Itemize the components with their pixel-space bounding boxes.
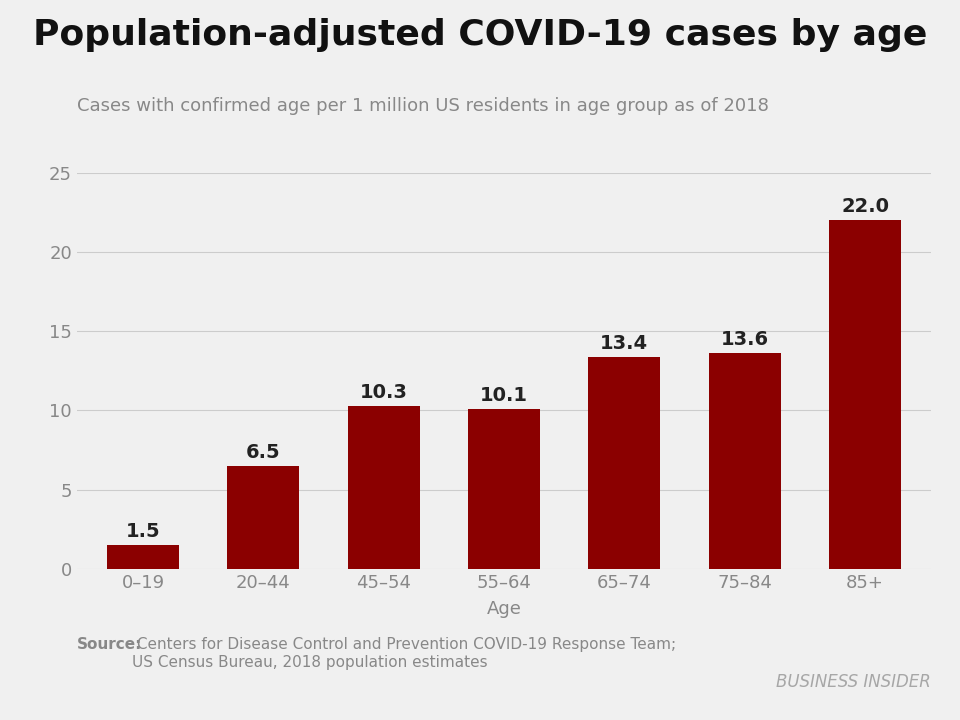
Text: Population-adjusted COVID-19 cases by age: Population-adjusted COVID-19 cases by ag… xyxy=(33,18,927,52)
Bar xyxy=(348,405,420,569)
Bar xyxy=(708,354,780,569)
Text: BUSINESS INSIDER: BUSINESS INSIDER xyxy=(777,673,931,691)
Text: 10.3: 10.3 xyxy=(360,383,408,402)
Text: 10.1: 10.1 xyxy=(480,386,528,405)
Text: Source:: Source: xyxy=(77,637,142,652)
Bar xyxy=(107,545,180,569)
Text: 22.0: 22.0 xyxy=(841,197,889,216)
Text: Centers for Disease Control and Prevention COVID-19 Response Team;
US Census Bur: Centers for Disease Control and Preventi… xyxy=(132,637,677,670)
X-axis label: Age: Age xyxy=(487,600,521,618)
Text: Cases with confirmed age per 1 million US residents in age group as of 2018: Cases with confirmed age per 1 million U… xyxy=(77,97,769,115)
Bar xyxy=(468,409,540,569)
Text: 1.5: 1.5 xyxy=(126,522,160,541)
Text: 13.6: 13.6 xyxy=(721,330,769,349)
Text: 13.4: 13.4 xyxy=(600,333,648,353)
Bar xyxy=(228,466,300,569)
Bar xyxy=(588,356,660,569)
Text: 6.5: 6.5 xyxy=(246,443,280,462)
Bar xyxy=(828,220,901,569)
